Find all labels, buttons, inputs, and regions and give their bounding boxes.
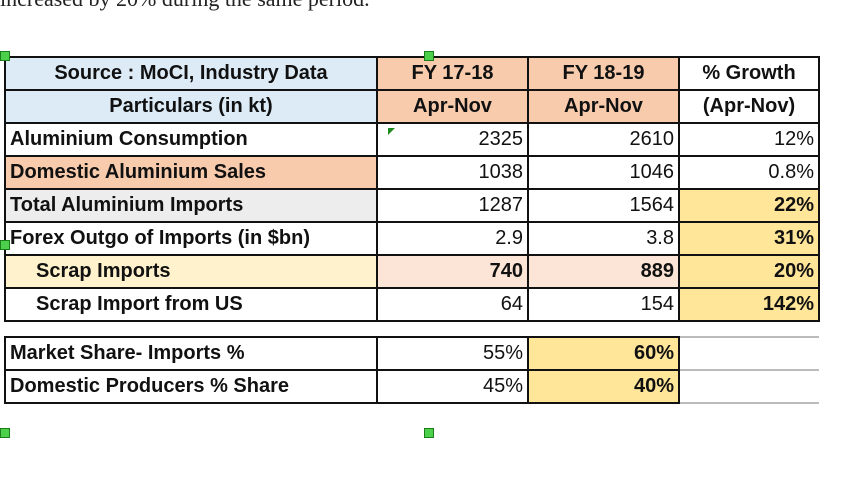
fy1819-value[interactable]: 3.8 [527,221,680,256]
selection-handle-top-left[interactable] [0,51,10,61]
growth-header[interactable]: % Growth [678,56,820,91]
growth-period[interactable]: (Apr-Nov) [678,89,820,124]
growth-value[interactable]: 22% [678,188,820,223]
fy1718-value[interactable]: 64 [376,287,529,322]
cell-comment-indicator-icon [388,128,395,135]
fy1819-value[interactable]: 154 [527,287,680,322]
fy1718-period[interactable]: Apr-Nov [376,89,529,124]
fy1718-header[interactable]: FY 17-18 [376,56,529,91]
table-row: Domestic Aluminium Sales 1038 1046 0.8% [4,155,820,190]
particulars-cell[interactable]: Particulars (in kt) [4,89,378,124]
empty-cell[interactable] [678,336,819,371]
row-label[interactable]: Total Aluminium Imports [4,188,378,223]
header-row-2: Particulars (in kt) Apr-Nov Apr-Nov (Apr… [4,89,820,124]
selection-handle-top-middle[interactable] [424,51,434,61]
growth-value[interactable]: 0.8% [678,155,820,190]
fy1819-value[interactable]: 1564 [527,188,680,223]
table-row: Scrap Import from US 64 154 142% [4,287,820,322]
row-label[interactable]: Domestic Aluminium Sales [4,155,378,190]
empty-cell[interactable] [678,369,819,404]
table-row: Forex Outgo of Imports (in $bn) 2.9 3.8 … [4,221,820,256]
row-label[interactable]: Forex Outgo of Imports (in $bn) [4,221,378,256]
table-row: Market Share- Imports % 55% 60% [4,336,819,371]
growth-value[interactable]: 12% [678,122,820,157]
fy1819-value[interactable]: 1046 [527,155,680,190]
spacer-cell [377,320,528,338]
row-label[interactable]: Domestic Producers % Share [4,369,378,404]
fy1718-value[interactable]: 2325 [376,122,529,157]
spacer-cell [528,320,679,338]
row-label[interactable]: Scrap Imports [4,254,378,289]
table-row: Scrap Imports 740 889 20% [4,254,820,289]
row-label[interactable]: Scrap Import from US [4,287,378,322]
header-row-1: Source : MoCI, Industry Data FY 17-18 FY… [4,56,820,91]
fy1819-period[interactable]: Apr-Nov [527,89,680,124]
growth-value[interactable]: 20% [678,254,820,289]
fy1718-value[interactable]: 740 [376,254,529,289]
growth-value[interactable]: 31% [678,221,820,256]
table-row: Total Aluminium Imports 1287 1564 22% [4,188,820,223]
selection-handle-middle-left[interactable] [0,240,10,250]
table-row: Aluminium Consumption 2325 2610 12% [4,122,820,157]
row-label[interactable]: Aluminium Consumption [4,122,378,157]
source-cell[interactable]: Source : MoCI, Industry Data [4,56,378,91]
selection-handle-bottom-middle[interactable] [424,428,434,438]
spacer-row [5,320,819,338]
spacer-cell [5,320,377,338]
table-row: Domestic Producers % Share 45% 40% [4,369,819,404]
fy1718-value[interactable]: 1287 [376,188,529,223]
fy1819-header[interactable]: FY 18-19 [527,56,680,91]
selection-handle-bottom-left[interactable] [0,428,10,438]
row-label[interactable]: Market Share- Imports % [4,336,378,371]
spacer-cell [679,320,819,338]
fy1718-value[interactable]: 2.9 [376,221,529,256]
fy1718-value[interactable]: 1038 [376,155,529,190]
data-table: Source : MoCI, Industry Data FY 17-18 FY… [4,56,820,404]
fy1819-value[interactable]: 40% [527,369,680,404]
caption-text: increased by 20% during the same period. [0,0,370,12]
growth-value[interactable]: 142% [678,287,820,322]
fy1718-value[interactable]: 45% [376,369,529,404]
fy1718-value[interactable]: 55% [376,336,529,371]
fy1819-value[interactable]: 60% [527,336,680,371]
fy1819-value[interactable]: 2610 [527,122,680,157]
fy1819-value[interactable]: 889 [527,254,680,289]
